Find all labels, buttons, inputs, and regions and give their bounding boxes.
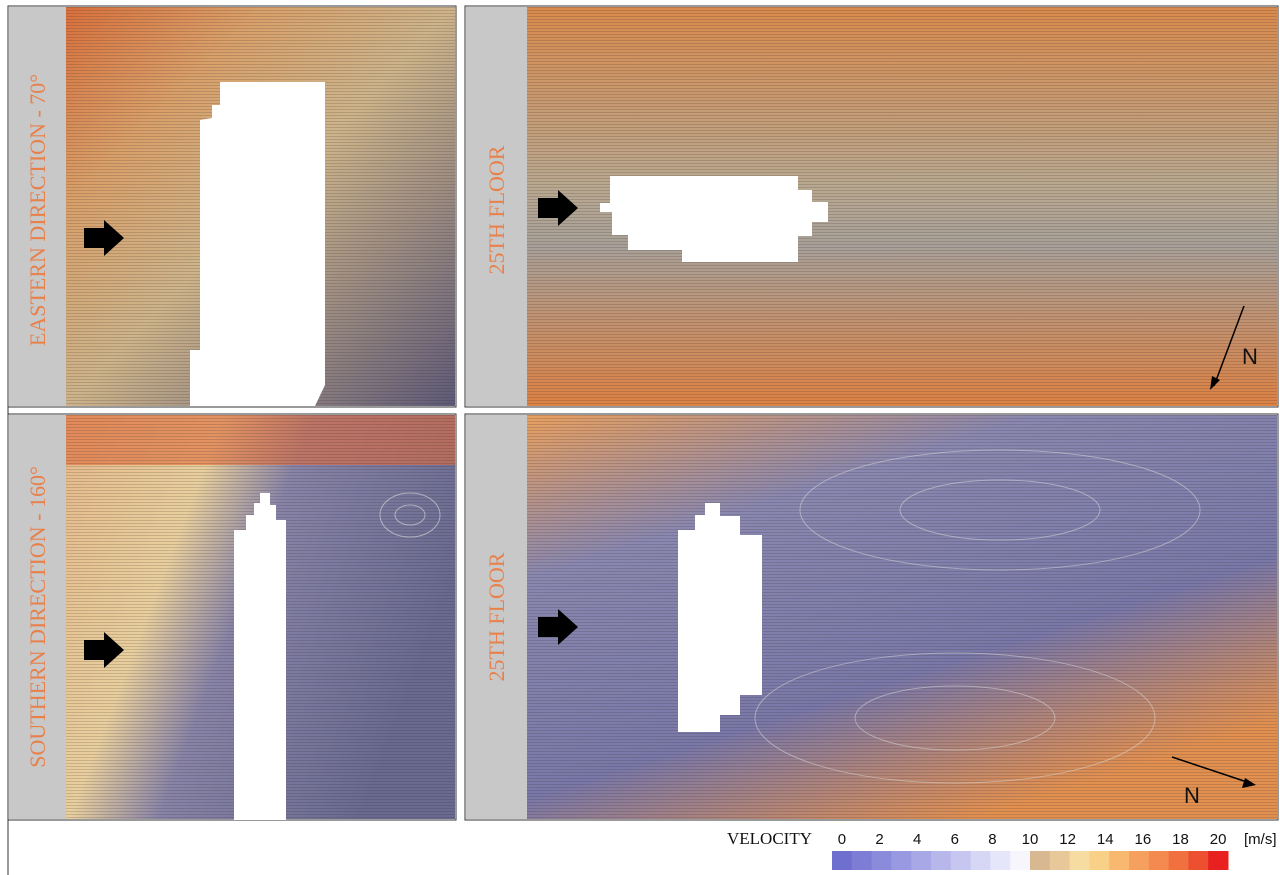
- colorbar-tick-label: 6: [951, 831, 959, 848]
- panel: N 25TH FLOOR: [465, 6, 1278, 407]
- colorbar-swatch: [891, 851, 911, 870]
- colorbar-swatch: [1050, 851, 1070, 870]
- colorbar-tick-label: 4: [913, 831, 921, 848]
- north-label: N: [1242, 344, 1258, 369]
- colorbar-swatch: [951, 851, 971, 870]
- north-label: N: [1184, 783, 1200, 808]
- colorbar-swatch: [1149, 851, 1169, 870]
- building: [190, 82, 325, 406]
- figure: EASTERN DIRECTION - 70° N 25TH FLOOR SOU…: [0, 0, 1280, 875]
- colorbar-swatch: [1129, 851, 1149, 870]
- colorbar-swatch: [931, 851, 951, 870]
- colorbar-tick-label: 0: [838, 831, 846, 848]
- colorbar-tick-label: 16: [1135, 831, 1152, 848]
- building: [234, 493, 286, 820]
- colorbar-swatch: [832, 851, 852, 870]
- colorbar-swatch: [1030, 851, 1050, 870]
- colorbar-swatch: [1010, 851, 1030, 870]
- colorbar-swatch: [1109, 851, 1129, 870]
- colorbar-tick-label: 8: [988, 831, 996, 848]
- colorbar-swatch: [1188, 851, 1208, 870]
- colorbar-swatch: [1208, 851, 1228, 870]
- colorbar-tick-label: 14: [1097, 831, 1114, 848]
- colorbar-swatch: [1089, 851, 1109, 870]
- building: [600, 176, 828, 262]
- panel: EASTERN DIRECTION - 70°: [8, 6, 456, 407]
- panel-label: SOUTHERN DIRECTION - 160°: [25, 466, 50, 768]
- colorbar-swatch: [971, 851, 991, 870]
- panel-label: 25TH FLOOR: [484, 552, 509, 681]
- colorbar-swatch: [1070, 851, 1090, 870]
- panel-label: EASTERN DIRECTION - 70°: [25, 74, 50, 346]
- panel-label: 25TH FLOOR: [484, 145, 509, 274]
- colorbar-swatch: [872, 851, 892, 870]
- colorbar-title: VELOCITY: [727, 829, 812, 848]
- colorbar-tick-label: 18: [1172, 831, 1189, 848]
- colorbar-tick-label: 10: [1022, 831, 1039, 848]
- colorbar-swatch: [852, 851, 872, 870]
- colorbar-tick-label: 2: [875, 831, 883, 848]
- colorbar-tick-label: 12: [1059, 831, 1076, 848]
- colorbar-unit: [m/s]: [1244, 831, 1277, 848]
- panel: N 25TH FLOOR: [465, 414, 1278, 820]
- colorbar: 0 2 4 6 8 10 12 14 16 18 20: [832, 831, 1229, 870]
- colorbar-swatch: [911, 851, 931, 870]
- colorbar-swatch: [1169, 851, 1189, 870]
- colorbar-tick-label: 20: [1210, 831, 1227, 848]
- panel: SOUTHERN DIRECTION - 160°: [8, 414, 456, 820]
- colorbar-swatch: [990, 851, 1010, 870]
